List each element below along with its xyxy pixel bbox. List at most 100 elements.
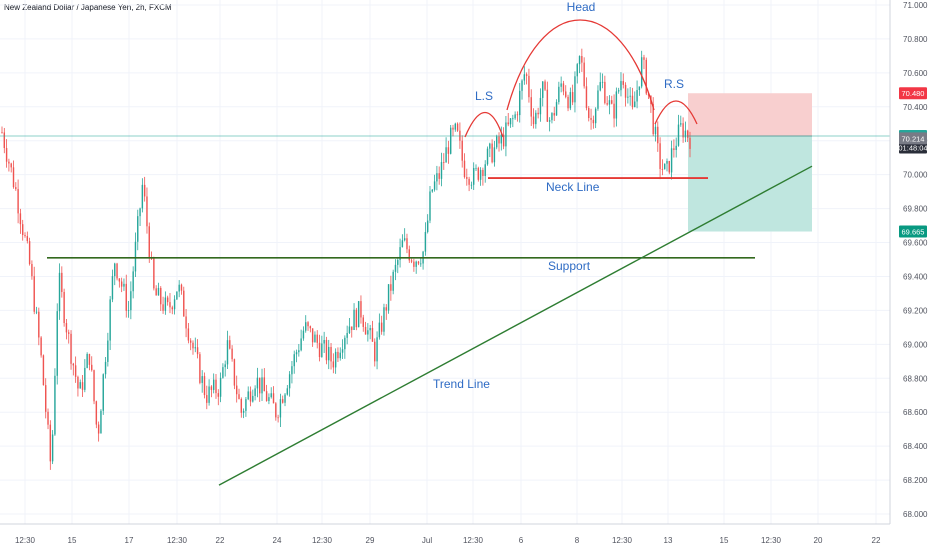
candle-body [95, 401, 98, 425]
x-tick-label: 15 [720, 536, 729, 545]
candle-body [675, 145, 677, 150]
candle-body [502, 134, 505, 147]
candle-body [535, 112, 537, 125]
left-shoulder-arc[interactable] [464, 111, 504, 138]
candle-body [254, 388, 256, 396]
right-shoulder-arc[interactable] [654, 100, 698, 125]
candle-body [385, 307, 387, 311]
candle-body [597, 90, 599, 109]
candle-body [84, 367, 86, 390]
candle-body [604, 81, 606, 104]
candle-body [551, 113, 553, 121]
candle-body [146, 196, 148, 227]
candle-body [652, 103, 654, 135]
x-tick-label: 17 [125, 536, 134, 545]
candle-body [429, 191, 431, 221]
annotation-neck-line[interactable]: Neck Line [546, 180, 600, 194]
annotation-r-s[interactable]: R.S [664, 77, 684, 91]
candle-body [472, 167, 475, 185]
candle-body [348, 326, 351, 334]
take-profit-zone[interactable] [688, 135, 812, 232]
candle-body [339, 352, 341, 359]
candle-body [219, 377, 222, 397]
candle-body [31, 264, 33, 277]
candle-body [91, 364, 93, 371]
candle-body [42, 355, 45, 386]
candle-body [657, 126, 659, 144]
candle-body [61, 272, 63, 292]
candle-body [247, 391, 249, 400]
candle-body [539, 97, 542, 115]
candle-body [452, 127, 454, 130]
candle-body [576, 64, 578, 77]
candle-body [235, 385, 238, 395]
candle-body [392, 271, 394, 291]
candle-body [19, 213, 22, 225]
candle-body [528, 75, 530, 98]
candle-body [666, 161, 668, 164]
candle-body [670, 148, 673, 173]
y-tick-label: 68.200 [903, 476, 928, 485]
candle-body [242, 410, 245, 413]
candle-body [634, 101, 636, 108]
y-tick-label: 70.000 [903, 171, 928, 180]
candle-body [682, 123, 684, 138]
chart-title: New Zealand Dollar / Japanese Yen, 2h, F… [4, 3, 172, 12]
annotation-support[interactable]: Support [548, 259, 591, 273]
candle-body [132, 271, 134, 292]
price-tag [899, 132, 927, 145]
candle-body [447, 147, 450, 154]
annotation-head[interactable]: Head [567, 0, 596, 14]
candle-body [268, 397, 270, 402]
candle-body [493, 147, 496, 163]
stop-loss-zone[interactable] [688, 93, 812, 136]
candle-body [240, 398, 243, 413]
candle-body [355, 309, 358, 328]
candle-body [33, 276, 35, 312]
candle-body [185, 316, 187, 329]
y-tick-label: 68.000 [903, 510, 928, 519]
candle-body [162, 304, 164, 311]
candle-body [542, 81, 544, 98]
candle-body [291, 366, 293, 375]
x-tick-label: 22 [872, 536, 881, 545]
candle-body [611, 100, 613, 104]
candle-body [519, 90, 521, 116]
candle-body [261, 377, 263, 394]
candle-body [102, 374, 104, 411]
candle-body [15, 187, 17, 190]
candle-body [512, 118, 514, 120]
trend-line[interactable] [218, 165, 813, 486]
candle-body [265, 391, 268, 402]
annotation-trend-line[interactable]: Trend Line [433, 377, 490, 391]
head-arc[interactable] [506, 19, 655, 111]
candle-body [107, 340, 109, 362]
candle-body [173, 299, 176, 310]
annotation-l-s[interactable]: L.S [475, 89, 493, 103]
candle-body [479, 169, 482, 180]
candle-body [93, 370, 95, 402]
candle-body [387, 284, 390, 311]
candle-body [617, 90, 620, 92]
candle-body [217, 393, 220, 397]
candle-body [305, 322, 307, 331]
candle-body [516, 114, 519, 116]
candle-body [104, 361, 107, 375]
candle-body [537, 112, 539, 115]
candle-body [615, 91, 618, 119]
candle-body [346, 333, 348, 338]
candle-body [45, 385, 47, 412]
y-tick-label: 69.800 [903, 205, 928, 214]
candle-body [341, 349, 344, 353]
candle-body [109, 299, 111, 341]
candle-body [643, 57, 645, 60]
candle-body [562, 83, 565, 92]
candle-body [588, 108, 590, 119]
candle-body [470, 184, 473, 186]
candle-body [199, 354, 201, 383]
position-zones [688, 93, 812, 232]
x-tick-label: 8 [575, 536, 580, 545]
candle-body [88, 353, 91, 365]
candle-body [208, 386, 210, 403]
